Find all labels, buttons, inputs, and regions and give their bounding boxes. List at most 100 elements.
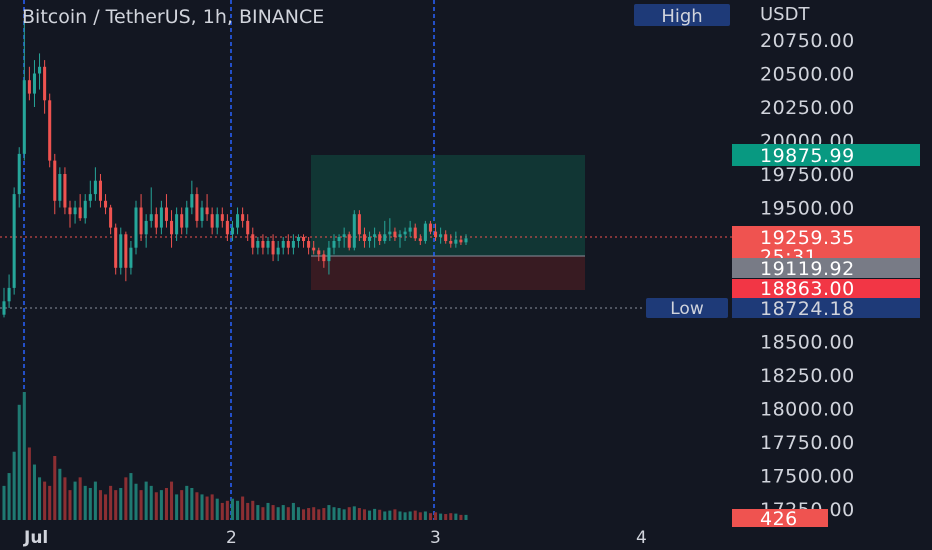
volume-bar bbox=[210, 494, 214, 520]
candle-body bbox=[109, 207, 113, 228]
low-badge[interactable]: Low bbox=[670, 299, 704, 319]
volume-bar bbox=[58, 468, 62, 520]
profit-zone[interactable] bbox=[311, 155, 585, 256]
high-badge[interactable]: High bbox=[661, 6, 702, 27]
candle-body bbox=[48, 100, 52, 161]
candle-body bbox=[180, 214, 184, 228]
volume-bar bbox=[383, 511, 387, 520]
candle-body bbox=[38, 66, 42, 74]
candle-body bbox=[388, 231, 392, 235]
price-tick-label: 19750.00 bbox=[760, 164, 855, 186]
volume-bar bbox=[195, 492, 199, 520]
volume-bar bbox=[93, 481, 97, 520]
volume-bar bbox=[428, 513, 432, 520]
candle-body bbox=[159, 207, 163, 228]
volume-bar bbox=[230, 498, 234, 520]
currency-label: USDT bbox=[760, 4, 810, 25]
volume-bar bbox=[68, 490, 72, 520]
candle-body bbox=[98, 180, 102, 201]
volume-bar bbox=[98, 490, 102, 520]
candle-body bbox=[241, 214, 245, 221]
volume-bar bbox=[114, 490, 118, 520]
candle-body bbox=[449, 241, 453, 244]
volume-bar bbox=[251, 500, 255, 520]
candle-body bbox=[368, 236, 372, 241]
candle-body bbox=[32, 73, 36, 94]
candle-body bbox=[413, 227, 417, 239]
time-label-3: 3 bbox=[430, 528, 441, 548]
chart-title: Bitcoin / TetherUS, 1h, BINANCE bbox=[22, 6, 324, 28]
volume-bar bbox=[434, 512, 438, 520]
take-profit-label: 19875.99 bbox=[760, 145, 855, 167]
volume-bar bbox=[48, 485, 52, 520]
candle-body bbox=[317, 250, 321, 255]
candle-body bbox=[302, 236, 306, 241]
candle-body bbox=[78, 207, 82, 219]
volume-bar bbox=[413, 510, 417, 520]
candle-body bbox=[439, 234, 443, 237]
time-label-4: 4 bbox=[636, 528, 647, 548]
volume-bar bbox=[7, 473, 11, 520]
candle-body bbox=[230, 227, 234, 235]
price-tick-label: 17500.00 bbox=[760, 466, 855, 488]
candle-body bbox=[129, 247, 133, 268]
volume-bar bbox=[190, 488, 194, 520]
candles bbox=[2, 19, 468, 318]
candle-body bbox=[149, 214, 153, 221]
candle-body bbox=[236, 214, 240, 228]
volume-bar bbox=[408, 511, 412, 520]
candle-body bbox=[434, 231, 438, 237]
volume-bar bbox=[368, 510, 372, 520]
volume-bar bbox=[317, 509, 321, 520]
candle-body bbox=[144, 220, 148, 235]
candle-body bbox=[322, 254, 326, 262]
volume-label: 426 bbox=[760, 508, 798, 530]
volume-bar bbox=[215, 498, 219, 520]
volume-bar bbox=[398, 511, 402, 520]
volume-bar bbox=[261, 507, 265, 520]
candle-body bbox=[337, 236, 341, 241]
volume-bar bbox=[271, 505, 275, 520]
price-tick-label: 18500.00 bbox=[760, 332, 855, 354]
price-tick-label: 18000.00 bbox=[760, 399, 855, 421]
candle-body bbox=[210, 214, 214, 228]
volume-bar bbox=[164, 488, 168, 520]
candle-body bbox=[352, 214, 356, 248]
volume-bar bbox=[439, 513, 443, 520]
volume-bar bbox=[388, 510, 392, 520]
volume-bar bbox=[104, 494, 108, 520]
volume-bar bbox=[129, 473, 133, 520]
candle-body bbox=[444, 234, 448, 241]
volume-label-bg bbox=[732, 509, 828, 527]
candle-body bbox=[276, 247, 280, 255]
candle-body bbox=[12, 194, 16, 288]
candle-body bbox=[459, 239, 463, 243]
volume-bar bbox=[78, 477, 82, 520]
price-tick-label: 19500.00 bbox=[760, 198, 855, 220]
candle-body bbox=[93, 180, 97, 195]
candle-body bbox=[291, 241, 295, 248]
volume-bar bbox=[307, 508, 311, 520]
volume-bar bbox=[337, 508, 341, 520]
volume-bar bbox=[180, 490, 184, 520]
volume-bar bbox=[286, 507, 290, 520]
candle-body bbox=[139, 207, 143, 235]
volume-bar bbox=[73, 481, 77, 520]
entry-label-bg bbox=[732, 258, 920, 278]
candle-body bbox=[2, 301, 6, 315]
loss-zone[interactable] bbox=[311, 256, 585, 290]
candle-body bbox=[114, 227, 118, 268]
volume-bar bbox=[276, 507, 280, 520]
volume-bar bbox=[342, 509, 346, 520]
candle-body bbox=[332, 241, 336, 248]
price-tick-label: 20500.00 bbox=[760, 64, 855, 86]
volume-bar bbox=[454, 513, 458, 520]
candle-body bbox=[215, 214, 219, 228]
candle-body bbox=[312, 247, 316, 251]
price-tick-label: 17750.00 bbox=[760, 432, 855, 454]
volume-bar bbox=[154, 492, 158, 520]
volume-bar bbox=[200, 494, 204, 520]
candle-body bbox=[7, 287, 11, 302]
volume-bar bbox=[373, 508, 377, 520]
